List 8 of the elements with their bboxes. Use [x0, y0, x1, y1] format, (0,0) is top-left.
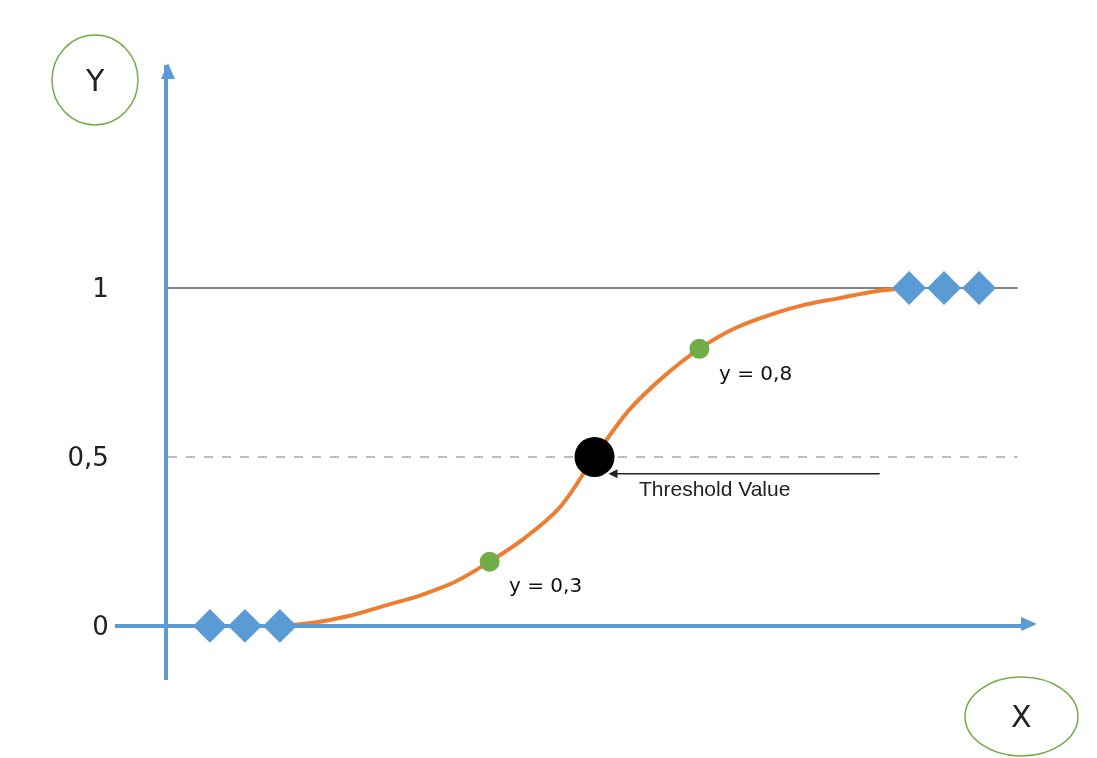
annotation: y = 0,3: [509, 573, 583, 597]
x-axis-title: X: [1011, 699, 1032, 734]
y-tick-label: 0,5: [67, 442, 109, 473]
y-axis-title: Y: [85, 63, 105, 98]
annotation: Threshold Value: [639, 477, 791, 500]
y-tick-label: 0: [92, 611, 109, 642]
annotation: y = 0,8: [719, 361, 793, 385]
y-tick-label: 1: [92, 273, 109, 304]
